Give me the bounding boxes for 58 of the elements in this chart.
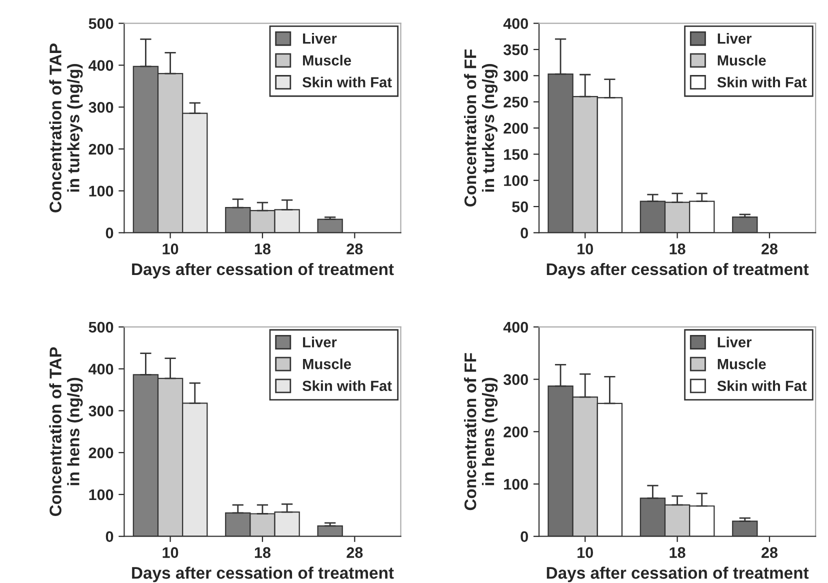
legend-label: Skin with Fat bbox=[302, 380, 392, 392]
y-tick-label: 100 bbox=[89, 186, 114, 197]
y-tick-label: 500 bbox=[88, 18, 114, 30]
x-tick-label: 10 bbox=[162, 547, 178, 558]
y-tick-label: 0 bbox=[520, 228, 528, 238]
y-axis-title: Concentration of FF in turkeys (ng/g) bbox=[464, 49, 498, 206]
y-tick-label: 400 bbox=[88, 60, 114, 71]
legend-label: Muscle bbox=[303, 358, 352, 370]
x-tick-label: 18 bbox=[254, 244, 271, 254]
x-axis-title: Days after cessation of treatment bbox=[546, 566, 809, 582]
legend-label: Liver bbox=[303, 336, 337, 348]
legend-label: Skin with Fat bbox=[302, 76, 392, 88]
x-tick-label: 18 bbox=[254, 547, 271, 558]
legend-label: Liver bbox=[718, 33, 752, 44]
x-axis-title: Days after cessation of treatment bbox=[132, 566, 394, 582]
x-tick-label: 10 bbox=[162, 244, 178, 254]
x-axis-title: Days after cessation of treatment bbox=[132, 262, 394, 278]
x-tick-label: 10 bbox=[578, 244, 593, 254]
y-tick-label: 100 bbox=[504, 478, 528, 490]
y-tick-label: 50 bbox=[512, 201, 528, 212]
y-tick-label: 200 bbox=[88, 144, 114, 155]
y-tick-label: 250 bbox=[504, 96, 528, 108]
y-tick-label: 200 bbox=[504, 426, 528, 438]
x-tick-label: 28 bbox=[762, 547, 778, 558]
x-axis-title: Days after cessation of treatment bbox=[546, 262, 809, 278]
legend-label: Muscle bbox=[718, 358, 766, 370]
y-tick-label: 300 bbox=[503, 374, 528, 386]
x-tick-label: 28 bbox=[346, 244, 363, 254]
y-tick-label: 200 bbox=[88, 447, 114, 458]
y-tick-label: 300 bbox=[503, 70, 528, 82]
y-tick-label: 300 bbox=[88, 406, 114, 416]
x-tick-label: 28 bbox=[346, 547, 363, 558]
y-tick-label: 0 bbox=[106, 228, 114, 238]
y-tick-label: 400 bbox=[88, 364, 114, 375]
legend-label: Skin with Fat bbox=[717, 380, 807, 392]
legend-label: Muscle bbox=[303, 54, 352, 66]
x-tick-label: 18 bbox=[670, 244, 686, 254]
y-axis-title: Concentration of TAP in hens (ng/g) bbox=[49, 347, 83, 516]
y-tick-label: 300 bbox=[88, 102, 114, 113]
y-tick-label: 0 bbox=[106, 531, 114, 542]
y-tick-label: 400 bbox=[503, 18, 528, 30]
x-tick-label: 28 bbox=[762, 244, 778, 254]
y-tick-label: 200 bbox=[504, 122, 528, 134]
legend-label: Skin with Fat bbox=[717, 76, 807, 88]
x-tick-label: 18 bbox=[670, 547, 686, 558]
y-axis-title: Concentration of TAP in turkeys (ng/g) bbox=[49, 44, 83, 212]
legend-label: Muscle bbox=[718, 54, 766, 66]
legend-label: Liver bbox=[303, 33, 337, 44]
y-tick-label: 0 bbox=[520, 531, 528, 542]
y-tick-label: 500 bbox=[88, 322, 114, 333]
y-tick-label: 100 bbox=[504, 175, 528, 186]
legend-label: Liver bbox=[718, 336, 752, 348]
x-tick-label: 10 bbox=[578, 547, 593, 558]
y-tick-label: 150 bbox=[504, 149, 528, 160]
y-tick-label: 350 bbox=[503, 44, 528, 56]
y-tick-label: 400 bbox=[503, 322, 528, 333]
y-tick-label: 100 bbox=[89, 489, 114, 500]
y-axis-title: Concentration of FF in hens (ng/g) bbox=[464, 353, 498, 510]
